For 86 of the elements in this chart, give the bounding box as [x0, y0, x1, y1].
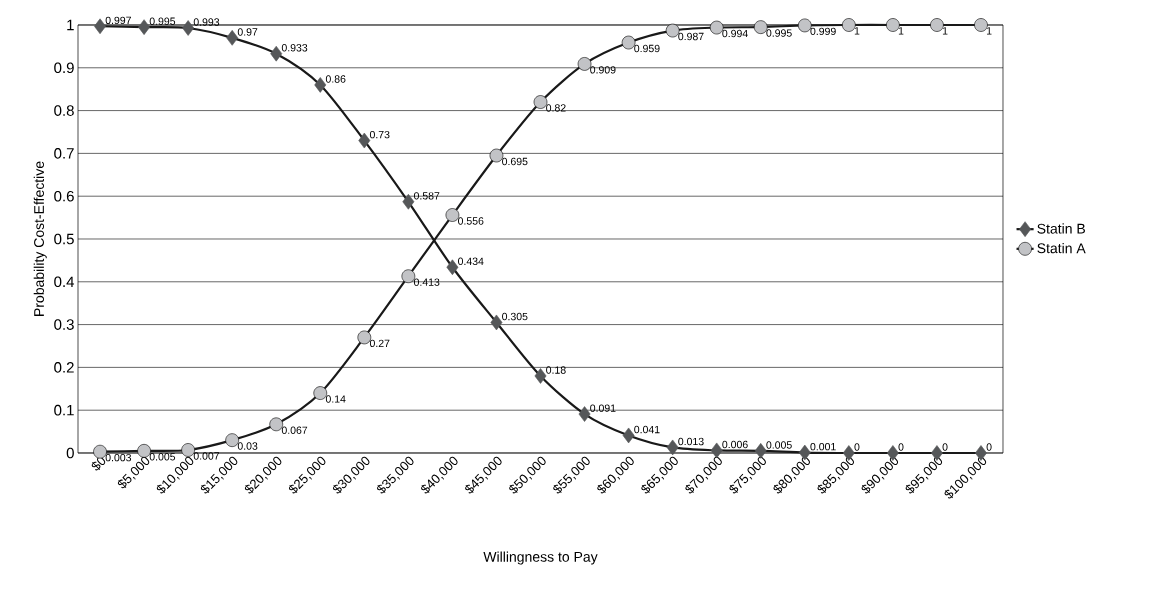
data-label: 0.091: [590, 404, 616, 412]
data-label: 0.999: [810, 27, 836, 36]
data-label: 0.86: [325, 75, 346, 83]
data-label: 0: [942, 443, 948, 451]
point: [270, 45, 283, 62]
data-label: 0.82: [546, 104, 566, 112]
data-label: 1: [986, 27, 992, 35]
data-label: 0.434: [458, 257, 484, 266]
data-label: 0.97: [237, 28, 258, 36]
y-tick-label: 0: [66, 447, 74, 459]
point: [886, 18, 900, 32]
data-label: 0.006: [722, 440, 748, 449]
data-label: 0.933: [281, 44, 308, 52]
point: [842, 18, 856, 32]
point: [313, 386, 328, 400]
point: [445, 208, 460, 222]
data-label: 0.03: [237, 442, 258, 450]
point: [489, 148, 504, 163]
y-tick-label: 0.2: [54, 362, 74, 373]
point: [534, 368, 547, 384]
y-tick-label: 0.3: [54, 319, 74, 330]
data-label: 0.959: [634, 44, 660, 53]
point: [402, 193, 415, 210]
legend-label: Statin A: [1037, 242, 1086, 254]
point: [357, 330, 372, 345]
point: [622, 427, 635, 444]
data-label: 0.987: [678, 32, 704, 41]
data-label: 0.001: [810, 442, 836, 451]
data-label: 0.994: [722, 29, 748, 38]
data-label: 1: [898, 27, 904, 35]
y-tick-label: 0.9: [54, 62, 74, 74]
point: [138, 19, 150, 35]
data-label: 0.556: [458, 217, 484, 225]
y-tick-label: 0.7: [54, 148, 74, 159]
data-label: 0.18: [546, 366, 566, 374]
point: [577, 57, 592, 71]
point: [358, 132, 371, 149]
y-tick-label: 1: [67, 19, 74, 31]
y-tick-label: 0.1: [54, 404, 74, 416]
data-label: 0: [854, 443, 860, 451]
point: [182, 20, 195, 36]
point: [666, 439, 679, 456]
data-label: 0.005: [766, 441, 792, 449]
data-label: 0.587: [413, 192, 440, 200]
point: [269, 417, 284, 432]
data-label: 0.041: [634, 425, 660, 434]
data-label: 0.305: [502, 312, 528, 321]
point: [226, 30, 239, 46]
point: [621, 35, 636, 50]
point: [490, 314, 503, 331]
data-label: 0.73: [369, 130, 390, 139]
data-label: 0.013: [678, 437, 704, 446]
point: [974, 18, 988, 32]
data-label: 0.14: [325, 395, 346, 403]
point: [665, 23, 680, 38]
y-axis-title: Probability Cost-Effective: [33, 161, 47, 316]
data-label: 0.695: [502, 157, 528, 166]
data-label: 0: [898, 443, 904, 451]
y-tick-label: 0.8: [54, 105, 74, 116]
legend-label: Statin B: [1037, 223, 1085, 234]
point: [94, 18, 106, 35]
data-label: 0.413: [413, 278, 440, 286]
point: [578, 406, 591, 422]
point: [930, 18, 944, 32]
data-label: 0.995: [766, 29, 792, 37]
point: [314, 77, 327, 93]
data-label: 0.27: [369, 339, 390, 348]
point: [401, 269, 416, 284]
point: [446, 259, 459, 276]
x-axis-title: Willingness to Pay: [483, 551, 598, 565]
point: [753, 20, 768, 34]
point: [709, 20, 724, 35]
data-label: 1: [854, 27, 860, 35]
data-label: 0: [986, 443, 992, 451]
point: [797, 18, 812, 33]
y-tick-label: 0.5: [54, 233, 74, 245]
data-label: 1: [942, 27, 948, 35]
data-label: 0.909: [590, 66, 616, 74]
data-label: 0.067: [281, 426, 308, 434]
data-label: 0.995: [149, 17, 176, 25]
point: [225, 433, 239, 447]
y-tick-label: 0.6: [54, 190, 74, 202]
x-tick-label: $0: [91, 456, 106, 471]
point: [533, 95, 548, 109]
y-tick-label: 0.4: [54, 276, 75, 288]
data-label: 0.997: [105, 16, 131, 25]
